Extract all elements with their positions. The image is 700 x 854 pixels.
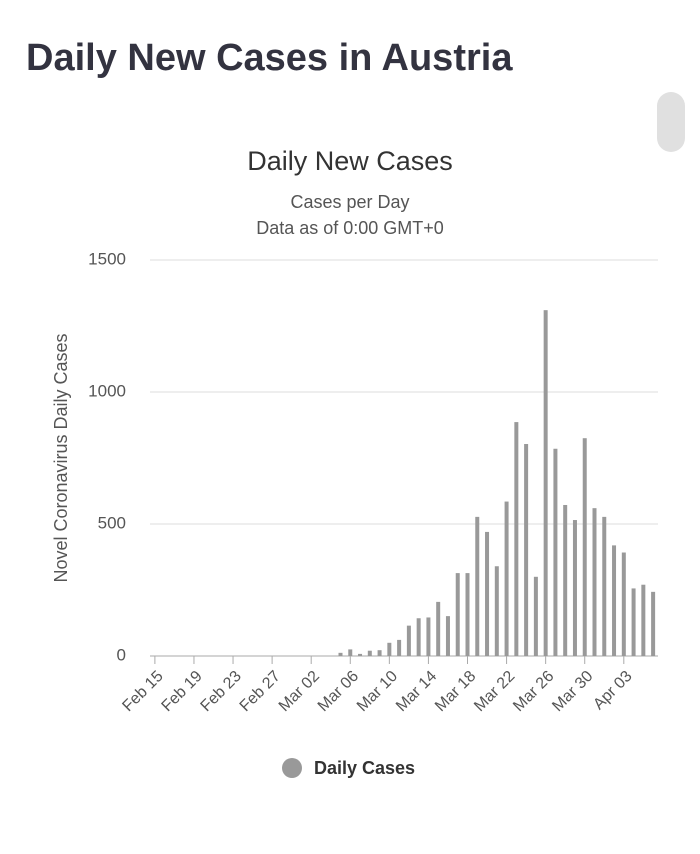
x-tick-label: Apr 03 bbox=[590, 668, 635, 713]
x-tick-label: Mar 22 bbox=[471, 668, 518, 715]
bar bbox=[358, 653, 363, 656]
bar bbox=[465, 573, 470, 656]
bar bbox=[436, 601, 441, 656]
bar bbox=[367, 650, 372, 656]
x-tick-label: Mar 26 bbox=[510, 668, 557, 715]
bar bbox=[494, 566, 499, 656]
bar bbox=[445, 616, 450, 656]
legend-marker bbox=[282, 758, 302, 778]
bar bbox=[543, 310, 548, 656]
bar bbox=[377, 650, 382, 656]
bar bbox=[485, 531, 490, 656]
bar bbox=[651, 591, 656, 656]
bar bbox=[514, 422, 519, 656]
x-tick-label: Feb 19 bbox=[159, 668, 206, 715]
bar bbox=[582, 438, 587, 656]
bar bbox=[641, 584, 646, 656]
y-tick-label: 500 bbox=[98, 513, 126, 532]
x-tick-label: Feb 27 bbox=[237, 668, 284, 715]
legend-label: Daily Cases bbox=[314, 758, 415, 778]
scroll-control[interactable] bbox=[657, 92, 685, 152]
bar bbox=[455, 573, 460, 656]
bar bbox=[621, 552, 626, 656]
x-tick-label: Mar 02 bbox=[276, 668, 323, 715]
chart-subtitle: Cases per Day bbox=[290, 192, 409, 212]
x-tick-label: Feb 23 bbox=[198, 668, 245, 715]
bar bbox=[533, 576, 538, 656]
bar bbox=[592, 508, 597, 656]
x-tick-label: Mar 10 bbox=[354, 668, 401, 715]
bar bbox=[416, 618, 421, 656]
x-tick-label: Mar 14 bbox=[393, 668, 440, 715]
bar bbox=[553, 448, 558, 656]
page-title: Daily New Cases in Austria bbox=[26, 37, 513, 79]
bar bbox=[348, 649, 353, 656]
bar bbox=[397, 639, 402, 656]
bar bbox=[504, 501, 509, 656]
bar bbox=[406, 625, 411, 656]
chart-title: Daily New Cases bbox=[247, 146, 453, 176]
x-tick-label: Feb 15 bbox=[119, 668, 166, 715]
bar bbox=[524, 444, 529, 656]
bar bbox=[338, 652, 343, 656]
y-tick-label: 1000 bbox=[88, 381, 126, 400]
x-tick-label: Mar 06 bbox=[315, 668, 362, 715]
chart-subtitle: Data as of 0:00 GMT+0 bbox=[256, 218, 444, 238]
bar bbox=[563, 504, 568, 656]
bar bbox=[475, 516, 480, 656]
bar bbox=[612, 545, 617, 656]
bar bbox=[602, 516, 607, 656]
x-tick-label: Mar 18 bbox=[432, 668, 479, 715]
y-axis-label: Novel Coronavirus Daily Cases bbox=[51, 333, 71, 582]
bar bbox=[572, 520, 577, 656]
bar bbox=[387, 642, 392, 656]
x-tick-label: Mar 30 bbox=[549, 668, 596, 715]
bar bbox=[631, 588, 636, 656]
y-tick-label: 0 bbox=[117, 645, 126, 664]
y-tick-label: 1500 bbox=[88, 249, 126, 268]
bar bbox=[426, 617, 431, 656]
